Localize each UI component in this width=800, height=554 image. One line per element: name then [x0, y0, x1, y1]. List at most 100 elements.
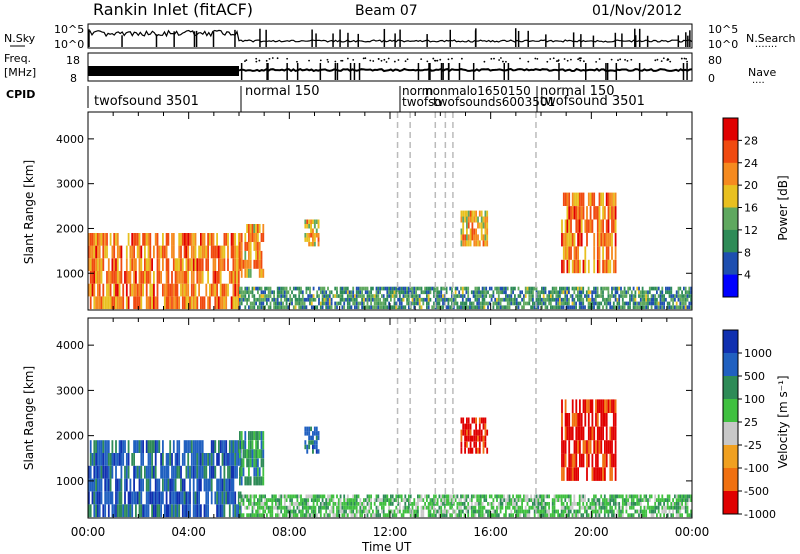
echo-cell	[332, 494, 335, 499]
echo-cell	[477, 216, 479, 223]
echo-cell	[355, 509, 358, 514]
echo-cell	[190, 440, 193, 453]
nave-dot	[426, 60, 429, 63]
echo-cell	[657, 305, 660, 310]
echo-cell	[668, 509, 671, 514]
echo-cell	[171, 491, 173, 505]
echo-cell	[203, 465, 206, 479]
echo-cell	[479, 498, 482, 502]
echo-cell	[636, 509, 639, 514]
echo-cell	[466, 228, 468, 235]
echo-cell	[618, 509, 621, 514]
echo-cell	[539, 498, 541, 502]
y-tick-label: 4000	[56, 133, 84, 146]
echo-cell	[501, 505, 504, 510]
echo-cell	[451, 290, 453, 295]
echo-cell	[575, 301, 577, 306]
echo-cell	[594, 505, 597, 510]
echo-cell	[542, 290, 545, 295]
echo-cell	[494, 509, 497, 514]
echo-cell	[429, 509, 432, 514]
echo-cell	[313, 224, 316, 229]
echo-cell	[343, 290, 346, 295]
echo-cell	[638, 502, 640, 506]
echo-cell	[165, 453, 168, 466]
echo-cell	[167, 504, 170, 518]
echo-cell	[537, 494, 540, 499]
echo-cell	[411, 509, 414, 514]
echo-cell	[661, 286, 664, 291]
echo-cell	[512, 494, 514, 499]
echo-cell	[573, 246, 576, 260]
echo-cell	[573, 513, 576, 518]
echo-cell	[203, 504, 206, 518]
echo-cell	[201, 440, 204, 453]
echo-cell	[310, 513, 313, 518]
echo-cell	[560, 502, 563, 506]
echo-cell	[207, 478, 209, 492]
noise-left-tick-bottom: 10^0	[54, 38, 84, 51]
echo-cell	[234, 440, 237, 453]
echo-cell	[201, 233, 204, 246]
echo-cell	[230, 465, 233, 479]
echo-cell	[169, 296, 172, 310]
nave-dot	[385, 61, 388, 63]
echo-cell	[537, 498, 540, 502]
echo-cell	[492, 305, 495, 310]
echo-cell	[524, 498, 527, 502]
echo-cell	[647, 498, 649, 502]
echo-cell	[487, 509, 489, 514]
echo-cell	[147, 296, 150, 310]
echo-cell	[260, 268, 263, 278]
echo-cell	[339, 509, 342, 514]
echo-cell	[200, 233, 202, 246]
echo-cell	[341, 297, 344, 302]
echo-cell	[258, 431, 261, 441]
echo-cell	[306, 444, 309, 450]
echo-cell	[348, 505, 351, 510]
echo-cell	[221, 258, 224, 271]
echo-cell	[596, 294, 599, 298]
echo-cell	[321, 290, 324, 295]
echo-cell	[282, 505, 284, 510]
echo-cell	[641, 301, 644, 306]
echo-cell	[227, 245, 229, 259]
echo-cell	[568, 297, 570, 302]
echo-cell	[611, 505, 613, 510]
echo-cell	[390, 290, 392, 295]
echo-cell	[388, 305, 390, 310]
echo-cell	[291, 494, 293, 499]
echo-cell	[532, 290, 534, 295]
echo-cell	[587, 219, 590, 233]
echo-cell	[285, 301, 288, 306]
echo-cell	[481, 297, 484, 302]
echo-cell	[131, 283, 134, 297]
echo-cell	[485, 509, 488, 514]
echo-cell	[469, 435, 472, 442]
echo-cell	[587, 297, 590, 302]
echo-cell	[278, 294, 281, 298]
echo-cell	[593, 301, 595, 306]
echo-cell	[413, 294, 416, 298]
echo-cell	[355, 505, 358, 510]
echo-cell	[253, 224, 256, 233]
echo-cell	[661, 498, 664, 502]
echo-cell	[116, 245, 119, 259]
echo-cell	[400, 513, 403, 518]
echo-cell	[429, 286, 432, 291]
echo-cell	[366, 494, 369, 499]
echo-cell	[135, 233, 137, 246]
colorbar-swatch	[723, 274, 738, 298]
cpid-overlap-1: nonmalo1650150	[425, 84, 531, 98]
echo-cell	[306, 426, 309, 432]
echo-cell	[303, 502, 306, 506]
echo-cell	[539, 290, 541, 295]
echo-cell	[98, 271, 101, 284]
echo-cell	[593, 297, 595, 302]
echo-cell	[327, 494, 329, 499]
echo-cell	[227, 491, 229, 505]
echo-cell	[492, 509, 495, 514]
echo-cell	[321, 301, 324, 306]
echo-cell	[368, 294, 371, 298]
echo-cell	[587, 453, 590, 468]
